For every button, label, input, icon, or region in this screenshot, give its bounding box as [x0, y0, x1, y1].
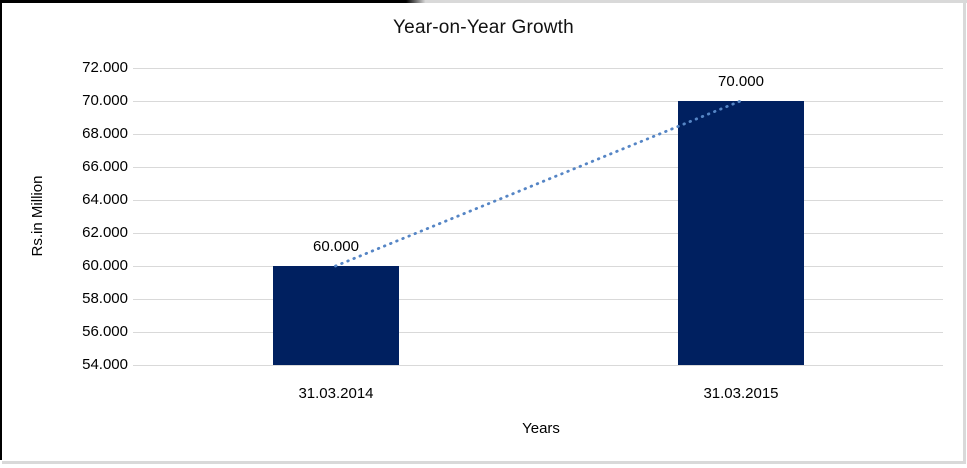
x-tick-label: 31.03.2014	[298, 385, 374, 402]
bar	[678, 101, 804, 365]
chart-border-top	[0, 0, 967, 3]
y-tick-label: 56.000	[82, 323, 128, 340]
y-tick-label: 72.000	[82, 59, 128, 76]
y-tick-label: 68.000	[82, 125, 128, 142]
gridline	[133, 68, 943, 69]
y-tick-label: 58.000	[82, 290, 128, 307]
bar-value-label: 60.000	[313, 238, 359, 255]
gridline	[133, 365, 943, 366]
x-tick-label: 31.03.2015	[703, 385, 779, 402]
bar	[273, 266, 399, 365]
y-tick-label: 60.000	[82, 257, 128, 274]
bar-value-label: 70.000	[718, 73, 764, 90]
chart-title: Year-on-Year Growth	[393, 17, 574, 38]
gridline	[133, 167, 943, 168]
chart-border-right	[963, 3, 966, 464]
gridline	[133, 233, 943, 234]
gridline	[133, 101, 943, 102]
y-axis-title: Rs.in Million	[29, 175, 46, 257]
gridline	[133, 332, 943, 333]
y-tick-label: 54.000	[82, 356, 128, 373]
gridline	[133, 299, 943, 300]
y-tick-label: 64.000	[82, 191, 128, 208]
gridline	[133, 200, 943, 201]
gridline	[133, 266, 943, 267]
chart-border-bottom	[2, 461, 963, 464]
y-tick-label: 66.000	[82, 158, 128, 175]
y-tick-label: 70.000	[82, 92, 128, 109]
x-axis-title: Years	[522, 420, 560, 437]
gridline	[133, 134, 943, 135]
chart-border-left	[0, 0, 2, 460]
y-tick-label: 62.000	[82, 224, 128, 241]
